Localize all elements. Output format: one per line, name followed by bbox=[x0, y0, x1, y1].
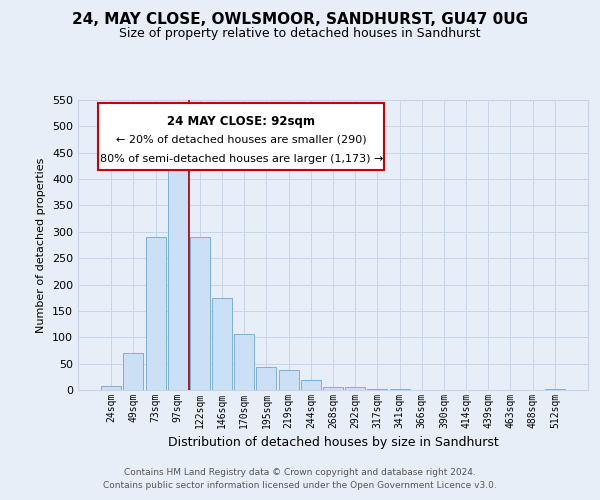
Bar bbox=[146, 237, 166, 390]
Text: 24 MAY CLOSE: 92sqm: 24 MAY CLOSE: 92sqm bbox=[167, 114, 315, 128]
Bar bbox=[101, 386, 121, 390]
Text: Distribution of detached houses by size in Sandhurst: Distribution of detached houses by size … bbox=[167, 436, 499, 449]
Text: Contains public sector information licensed under the Open Government Licence v3: Contains public sector information licen… bbox=[103, 482, 497, 490]
Text: Size of property relative to detached houses in Sandhurst: Size of property relative to detached ho… bbox=[119, 28, 481, 40]
Bar bbox=[323, 388, 343, 390]
Bar bbox=[278, 370, 299, 390]
Bar bbox=[168, 166, 188, 390]
Bar bbox=[345, 388, 365, 390]
Bar bbox=[545, 389, 565, 390]
Text: 80% of semi-detached houses are larger (1,173) →: 80% of semi-detached houses are larger (… bbox=[100, 154, 383, 164]
Bar bbox=[124, 353, 143, 390]
Bar bbox=[212, 298, 232, 390]
Bar bbox=[234, 334, 254, 390]
Bar bbox=[256, 367, 277, 390]
Y-axis label: Number of detached properties: Number of detached properties bbox=[37, 158, 46, 332]
Text: Contains HM Land Registry data © Crown copyright and database right 2024.: Contains HM Land Registry data © Crown c… bbox=[124, 468, 476, 477]
Bar bbox=[190, 237, 210, 390]
Text: ← 20% of detached houses are smaller (290): ← 20% of detached houses are smaller (29… bbox=[116, 135, 367, 145]
Bar bbox=[301, 380, 321, 390]
Text: 24, MAY CLOSE, OWLSMOOR, SANDHURST, GU47 0UG: 24, MAY CLOSE, OWLSMOOR, SANDHURST, GU47… bbox=[72, 12, 528, 28]
FancyBboxPatch shape bbox=[98, 103, 384, 170]
